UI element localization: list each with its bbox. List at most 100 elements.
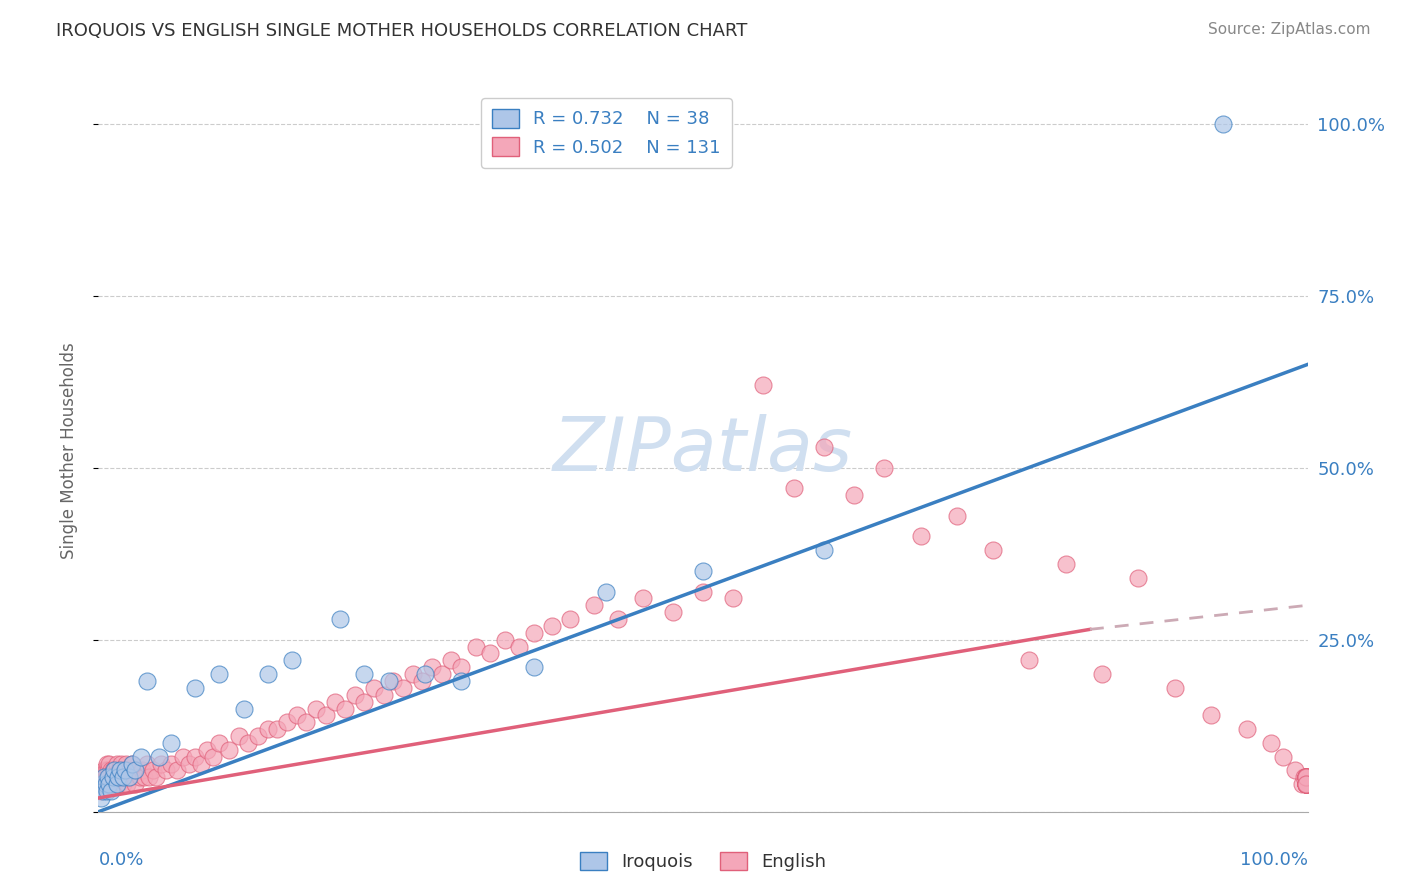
Point bbox=[238, 736, 260, 750]
Point bbox=[108, 770, 131, 784]
Point bbox=[100, 770, 122, 784]
Point bbox=[172, 749, 194, 764]
Point bbox=[333, 701, 356, 715]
Point bbox=[343, 688, 366, 702]
Point bbox=[160, 736, 183, 750]
Point bbox=[105, 777, 128, 791]
Point bbox=[494, 632, 516, 647]
Point bbox=[93, 764, 115, 778]
Point bbox=[607, 612, 630, 626]
Point bbox=[256, 667, 278, 681]
Point bbox=[135, 756, 157, 771]
Point bbox=[1295, 777, 1317, 791]
Point bbox=[540, 619, 562, 633]
Point bbox=[166, 764, 188, 778]
Point bbox=[377, 673, 399, 688]
Point bbox=[1295, 770, 1317, 784]
Point bbox=[1212, 117, 1234, 131]
Point bbox=[910, 529, 932, 543]
Point bbox=[96, 756, 118, 771]
Point bbox=[295, 715, 318, 730]
Point bbox=[523, 660, 546, 674]
Point bbox=[118, 770, 141, 784]
Point bbox=[981, 543, 1004, 558]
Point bbox=[1295, 777, 1317, 791]
Point bbox=[96, 784, 118, 798]
Point bbox=[127, 764, 149, 778]
Point bbox=[1292, 770, 1315, 784]
Point bbox=[155, 764, 177, 778]
Point bbox=[103, 764, 125, 778]
Text: IROQUOIS VS ENGLISH SINGLE MOTHER HOUSEHOLDS CORRELATION CHART: IROQUOIS VS ENGLISH SINGLE MOTHER HOUSEH… bbox=[56, 22, 748, 40]
Point bbox=[1295, 777, 1317, 791]
Point bbox=[411, 673, 433, 688]
Point bbox=[1295, 770, 1317, 784]
Point bbox=[583, 599, 606, 613]
Point bbox=[464, 640, 486, 654]
Legend: R = 0.732    N = 38, R = 0.502    N = 131: R = 0.732 N = 38, R = 0.502 N = 131 bbox=[481, 98, 731, 168]
Point bbox=[558, 612, 581, 626]
Point bbox=[1163, 681, 1185, 695]
Point bbox=[91, 777, 114, 791]
Point bbox=[160, 756, 183, 771]
Point bbox=[305, 701, 328, 715]
Point bbox=[1295, 770, 1317, 784]
Point bbox=[450, 673, 472, 688]
Point bbox=[110, 756, 132, 771]
Text: ZIPatlas: ZIPatlas bbox=[553, 415, 853, 486]
Point bbox=[121, 756, 143, 771]
Point bbox=[118, 770, 141, 784]
Point bbox=[218, 743, 240, 757]
Point bbox=[100, 764, 122, 778]
Point bbox=[1295, 770, 1317, 784]
Point bbox=[256, 722, 278, 736]
Point bbox=[108, 764, 131, 778]
Point bbox=[118, 764, 141, 778]
Point bbox=[1054, 557, 1077, 571]
Point bbox=[114, 770, 136, 784]
Point bbox=[402, 667, 425, 681]
Point bbox=[752, 378, 775, 392]
Point bbox=[479, 647, 502, 661]
Point bbox=[281, 653, 304, 667]
Point bbox=[97, 770, 120, 784]
Point bbox=[142, 764, 165, 778]
Point bbox=[1295, 770, 1317, 784]
Point bbox=[101, 770, 124, 784]
Point bbox=[101, 764, 124, 778]
Point bbox=[363, 681, 385, 695]
Point bbox=[373, 688, 395, 702]
Point bbox=[1291, 777, 1313, 791]
Point bbox=[90, 784, 112, 798]
Point bbox=[723, 591, 745, 606]
Text: 0.0%: 0.0% bbox=[98, 852, 143, 870]
Legend: Iroquois, English: Iroquois, English bbox=[572, 845, 834, 879]
Text: 100.0%: 100.0% bbox=[1240, 852, 1308, 870]
Point bbox=[90, 791, 112, 805]
Point bbox=[117, 777, 139, 791]
Point bbox=[228, 729, 250, 743]
Point bbox=[208, 667, 231, 681]
Point bbox=[179, 756, 201, 771]
Point bbox=[1284, 764, 1306, 778]
Point bbox=[208, 736, 231, 750]
Point bbox=[94, 764, 117, 778]
Point bbox=[1295, 777, 1317, 791]
Point bbox=[138, 770, 160, 784]
Point bbox=[450, 660, 472, 674]
Point bbox=[91, 784, 114, 798]
Point bbox=[1295, 770, 1317, 784]
Point bbox=[782, 481, 804, 495]
Point bbox=[100, 784, 122, 798]
Point bbox=[184, 749, 207, 764]
Point bbox=[692, 564, 714, 578]
Point bbox=[101, 777, 124, 791]
Point bbox=[124, 764, 146, 778]
Point bbox=[692, 584, 714, 599]
Point bbox=[190, 756, 212, 771]
Point bbox=[1295, 777, 1317, 791]
Point bbox=[420, 660, 443, 674]
Point bbox=[382, 673, 405, 688]
Point bbox=[232, 701, 254, 715]
Point bbox=[115, 756, 138, 771]
